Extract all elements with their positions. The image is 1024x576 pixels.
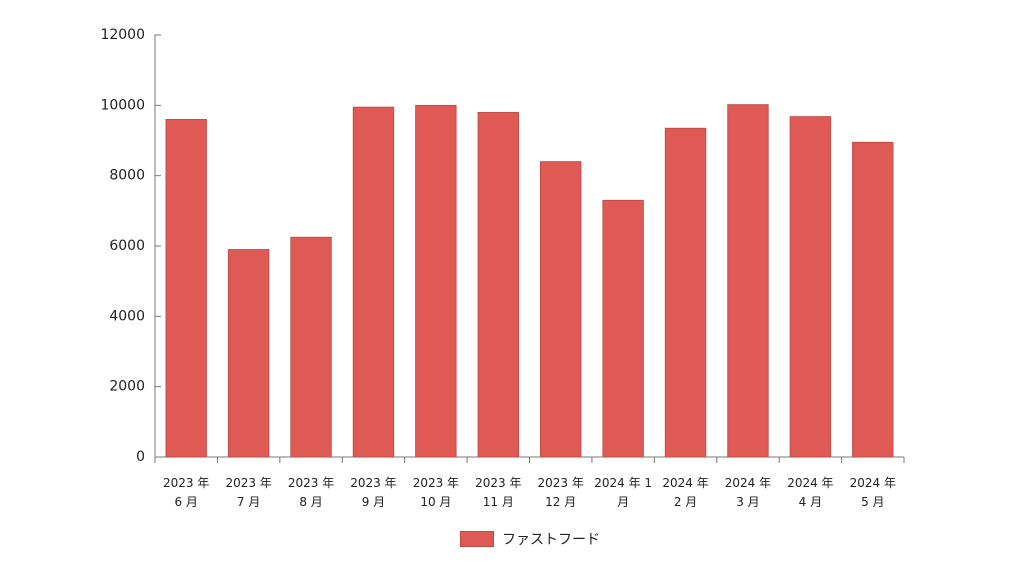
x-axis <box>154 456 905 463</box>
x-tick-label-line: 2023 年 <box>413 476 459 490</box>
y-tick-label: 6000 <box>109 238 145 254</box>
x-tick-label-line: 4 月 <box>799 495 822 509</box>
bar-2 <box>227 249 270 458</box>
x-tick-label: 2024 年 4 月 <box>787 476 833 509</box>
bar-3 <box>290 236 332 458</box>
x-tick-label-line: 2023 年 <box>350 476 396 490</box>
bars-group <box>165 104 894 458</box>
x-tick-label-line: 11 月 <box>483 495 514 509</box>
legend-label: ファストフード <box>502 532 600 548</box>
x-tick-label-line: 12 月 <box>545 495 576 509</box>
x-tick-label-line: 2024 年 <box>850 476 896 490</box>
bar-5 <box>415 104 457 458</box>
x-tick-label: 2023 年 11 月 <box>475 476 521 509</box>
x-tick-label: 2024 年 5 月 <box>850 476 896 509</box>
bar-1 <box>165 119 207 458</box>
x-tick-label-line: 2024 年 <box>725 476 771 490</box>
x-tick-label-line: 2023 年 <box>225 476 271 490</box>
bar-9 <box>664 127 707 458</box>
x-tick-label: 2024 年 3 月 <box>725 476 771 509</box>
bar-4 <box>352 106 395 458</box>
x-tick-label-line: 2024 年 1 <box>594 476 652 490</box>
bar-10 <box>727 104 769 458</box>
x-tick-label-line: 2024 年 <box>787 476 833 490</box>
y-tick-label: 12000 <box>100 27 145 43</box>
x-tick-label-line: 2024 年 <box>662 476 708 490</box>
bar-11 <box>789 116 832 458</box>
y-tick-label: 0 <box>136 449 145 465</box>
x-tick-label-line: 3 月 <box>736 495 759 509</box>
x-tick-label-line: 10 月 <box>420 495 451 509</box>
y-tick-label: 4000 <box>109 308 145 324</box>
x-tick-label: 2023 年 7 月 <box>225 476 271 509</box>
bar-7 <box>540 161 582 458</box>
x-tick-label: 2023 年 9 月 <box>350 476 396 509</box>
x-tick-label: 2024 年 1 月 <box>594 476 652 509</box>
y-tick-label: 8000 <box>109 168 145 184</box>
x-tick-label: 2023 年 10 月 <box>413 476 459 509</box>
x-tick-label-line: 5 月 <box>861 495 884 509</box>
y-axis: 0 2000 4000 6000 8000 10000 12000 <box>100 27 161 465</box>
x-tick-label-line: 8 月 <box>299 495 322 509</box>
y-tick-label: 10000 <box>100 97 145 113</box>
x-tick-label-line: 9 月 <box>362 495 385 509</box>
bar-12 <box>852 141 894 458</box>
x-tick-label-line: 2023 年 <box>288 476 334 490</box>
x-tick-label-line: 月 <box>617 495 629 509</box>
bar-8 <box>602 199 644 458</box>
legend: ファストフード <box>460 529 600 549</box>
x-tick-label-line: 2023 年 <box>538 476 584 490</box>
x-tick-label-line: 2023 年 <box>475 476 521 490</box>
x-tick-label-line: 7 月 <box>237 495 260 509</box>
x-tick-label: 2023 年 6 月 <box>163 476 209 509</box>
x-tick-label: 2023 年 8 月 <box>288 476 334 509</box>
x-tick-label: 2024 年 2 月 <box>662 476 708 509</box>
x-tick-label: 2023 年 12 月 <box>538 476 584 509</box>
legend-swatch <box>460 531 494 547</box>
x-tick-label-line: 6 月 <box>174 495 197 509</box>
bar-6 <box>477 111 519 458</box>
x-tick-label-line: 2 月 <box>674 495 697 509</box>
y-tick-label: 2000 <box>109 379 145 395</box>
x-tick-label-line: 2023 年 <box>163 476 209 490</box>
